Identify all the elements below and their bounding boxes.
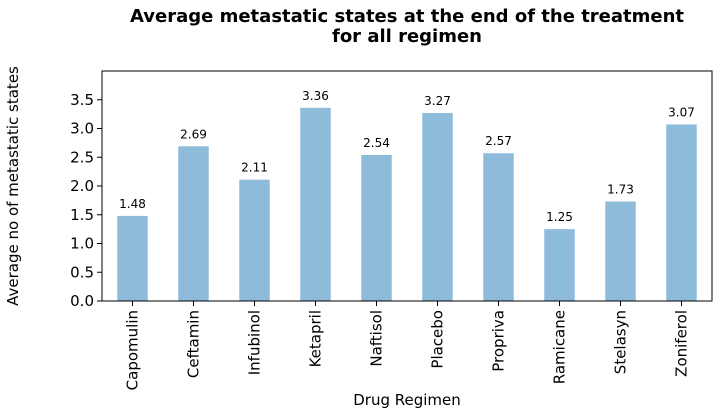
bar-infubinol xyxy=(239,179,270,301)
y-tick-label: 1.0 xyxy=(70,235,94,253)
bar-capomulin xyxy=(117,215,148,301)
data-label-placebo: 3.27 xyxy=(424,94,451,108)
x-tick-label-zoniferol: Zoniferol xyxy=(673,310,691,377)
bar-zoniferol xyxy=(666,124,697,301)
x-tick-label-naftisol: Naftisol xyxy=(368,310,386,367)
data-label-zoniferol: 3.07 xyxy=(668,105,695,119)
data-label-ceftamin: 2.69 xyxy=(180,127,207,141)
y-axis-label: Average no of metastatic states xyxy=(4,66,22,306)
y-tick-label: 0.0 xyxy=(70,292,94,310)
x-tick-label-ramicane: Ramicane xyxy=(551,310,569,384)
x-tick-label-stelasyn: Stelasyn xyxy=(612,310,630,374)
chart-title-line-2: for all regimen xyxy=(332,26,482,47)
data-label-naftisol: 2.54 xyxy=(363,136,390,150)
bar-propriva xyxy=(483,153,514,301)
data-label-stelasyn: 1.73 xyxy=(607,183,634,197)
bar-ramicane xyxy=(544,229,575,302)
data-label-ketapril: 3.36 xyxy=(302,89,329,103)
x-tick-label-ceftamin: Ceftamin xyxy=(185,310,203,378)
bar-placebo xyxy=(422,112,453,301)
bar-ketapril xyxy=(300,107,331,301)
x-tick-label-ketapril: Ketapril xyxy=(307,310,325,367)
bar-ceftamin xyxy=(178,146,209,301)
x-tick-label-capomulin: Capomulin xyxy=(124,310,142,390)
y-tick-label: 0.5 xyxy=(70,263,94,281)
y-tick-label: 1.5 xyxy=(70,206,94,224)
data-label-capomulin: 1.48 xyxy=(119,197,146,211)
bar-naftisol xyxy=(361,154,392,301)
data-label-infubinol: 2.11 xyxy=(241,161,268,175)
data-label-propriva: 2.57 xyxy=(485,134,512,148)
y-tick-label: 2.5 xyxy=(70,148,94,166)
x-tick-label-propriva: Propriva xyxy=(490,310,508,372)
x-tick-label-infubinol: Infubinol xyxy=(246,310,264,375)
y-tick-label: 3.5 xyxy=(70,91,94,109)
data-label-ramicane: 1.25 xyxy=(546,210,573,224)
x-axis-label: Drug Regimen xyxy=(353,391,461,409)
chart-title-line-1: Average metastatic states at the end of … xyxy=(130,6,684,27)
y-tick-label: 2.0 xyxy=(70,177,94,195)
bar-stelasyn xyxy=(605,201,636,301)
y-tick-label: 3.0 xyxy=(70,120,94,138)
x-tick-label-placebo: Placebo xyxy=(429,310,447,369)
